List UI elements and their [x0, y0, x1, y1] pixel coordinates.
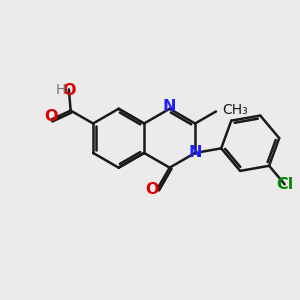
Text: O: O — [145, 182, 158, 197]
Text: Cl: Cl — [276, 177, 293, 192]
Text: N: N — [163, 99, 176, 114]
Text: CH₃: CH₃ — [223, 103, 248, 117]
Text: O: O — [45, 109, 58, 124]
Text: N: N — [188, 146, 202, 160]
Text: O: O — [62, 83, 76, 98]
Text: H: H — [56, 83, 66, 97]
